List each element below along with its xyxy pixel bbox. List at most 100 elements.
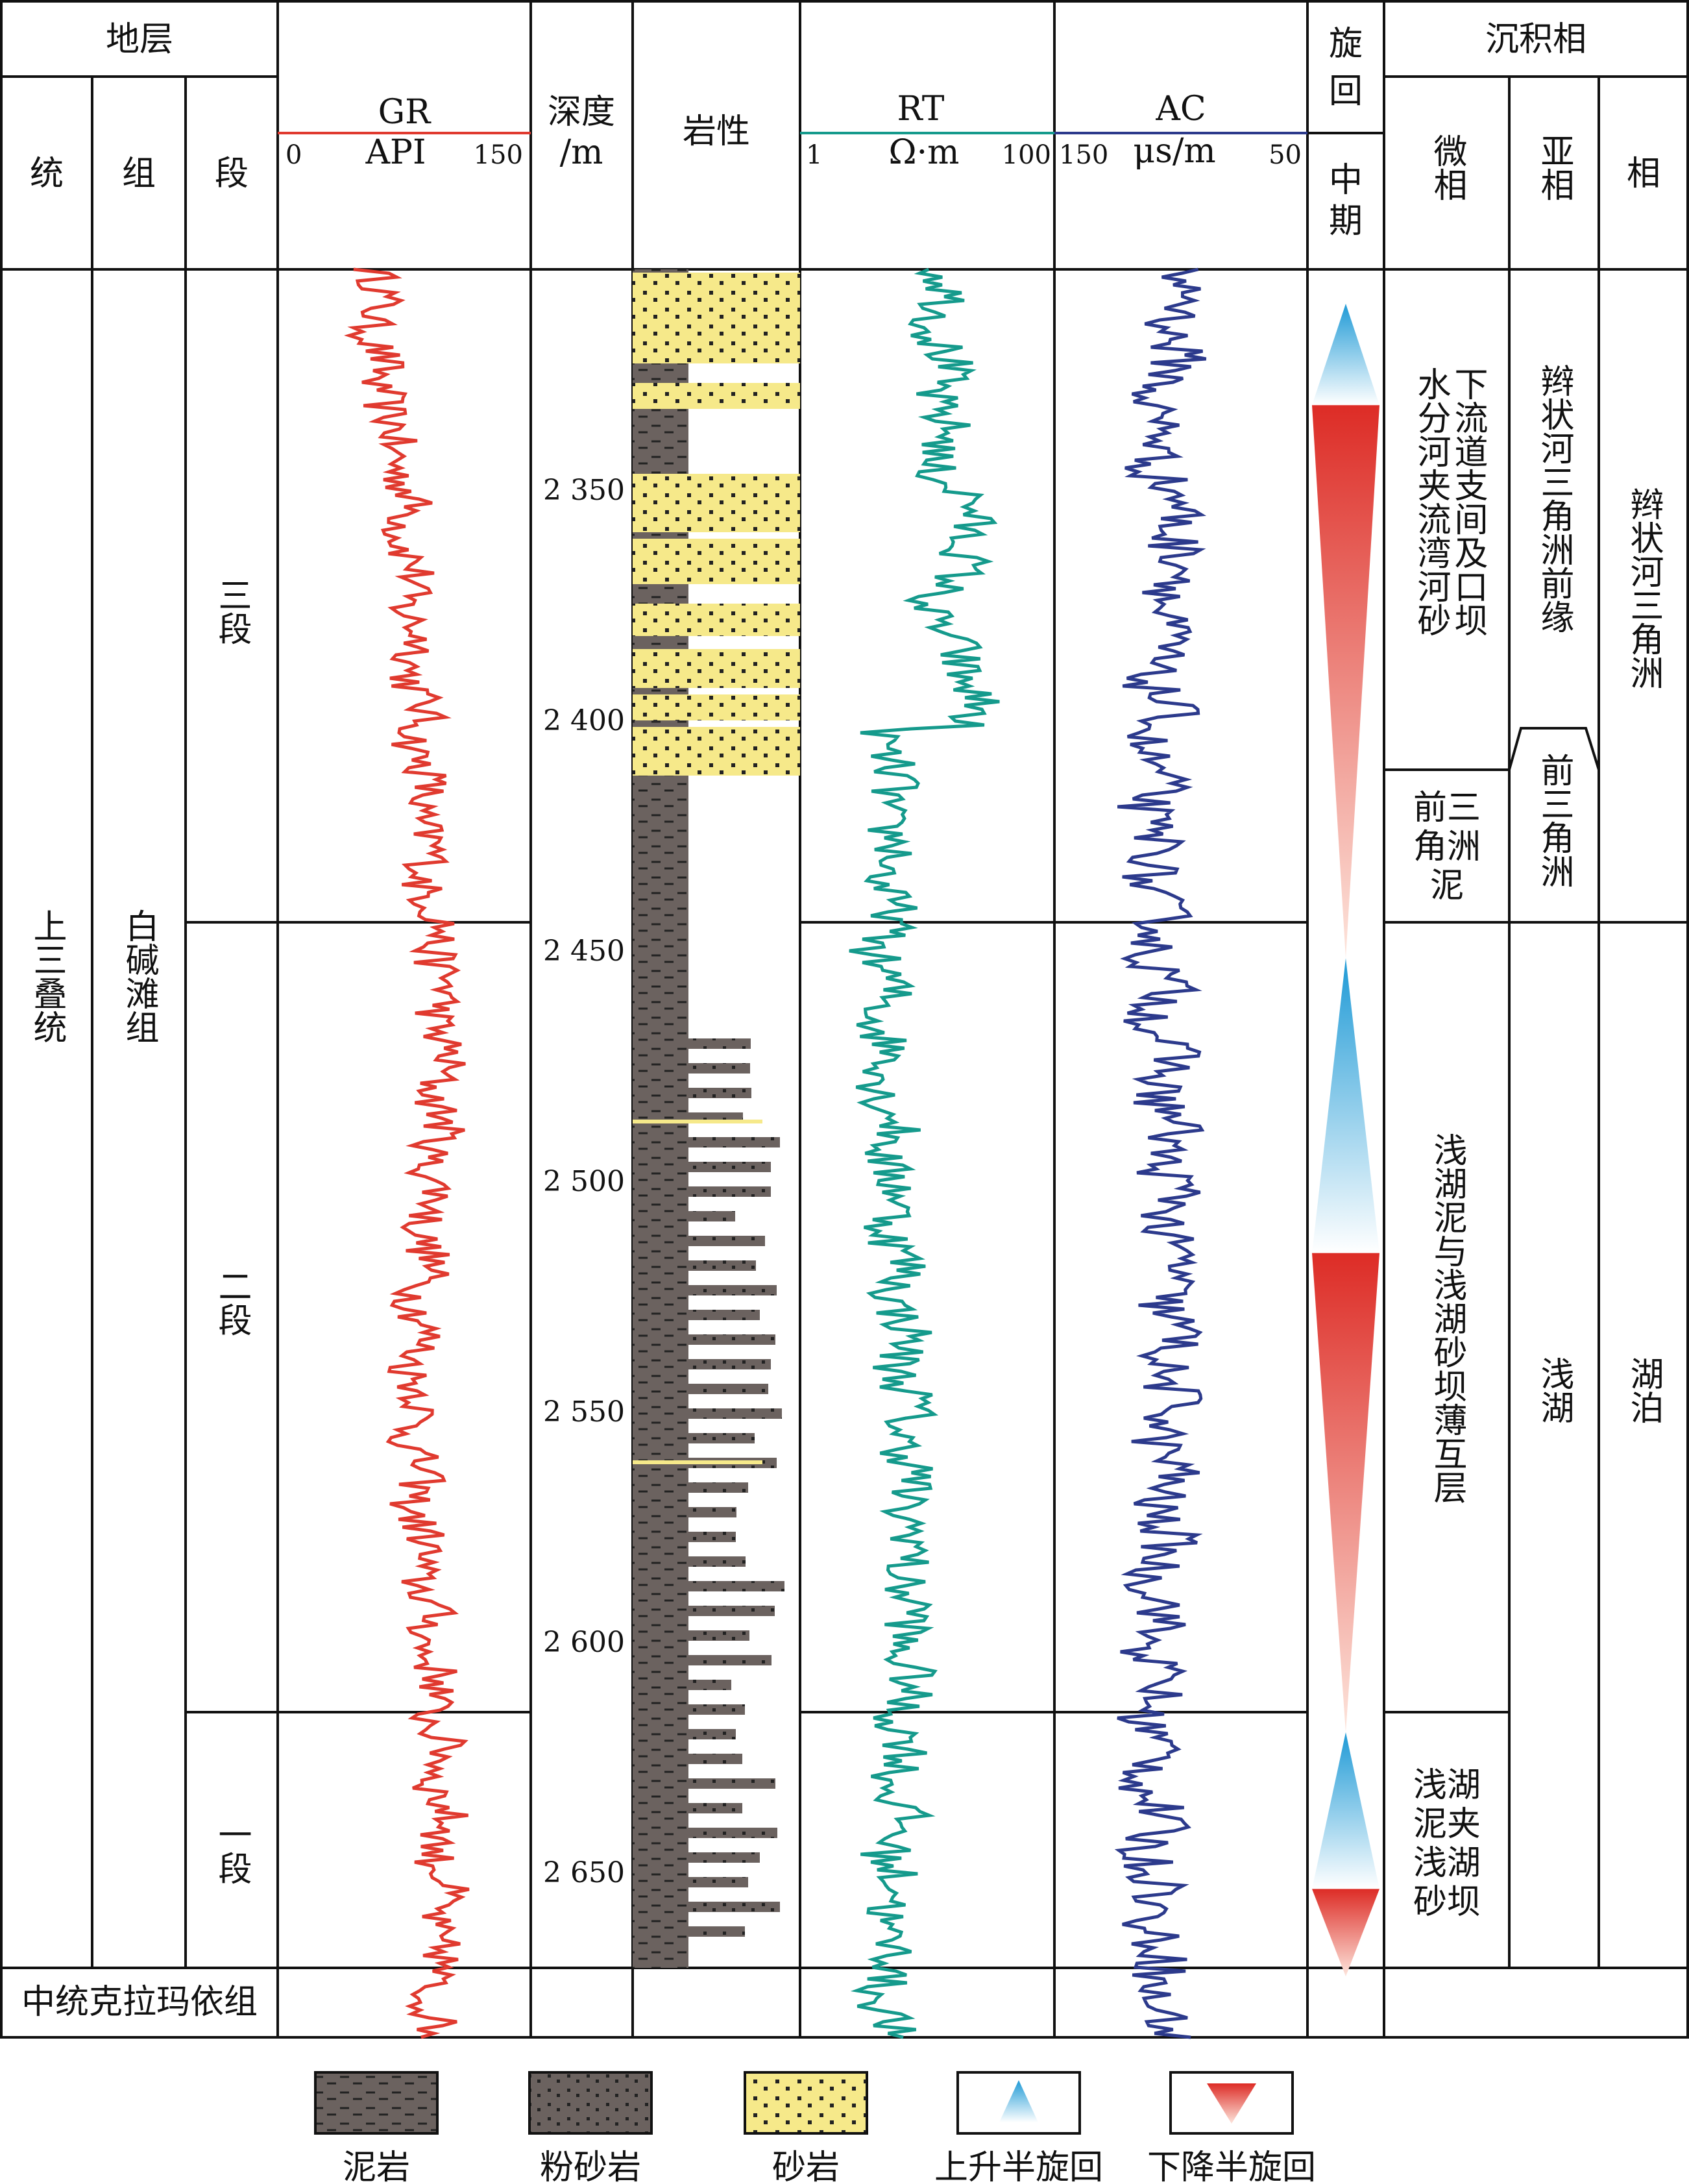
header-lithology: 岩性	[683, 112, 750, 151]
header-microfacies: 微相	[1428, 134, 1467, 201]
legend-sandstone-swatch	[744, 2071, 868, 2135]
micro-upper-col2: 下流道支间及口坝	[1448, 367, 1487, 637]
rising-cycle-triangle	[1312, 958, 1379, 1253]
ac-min: 150	[1059, 140, 1108, 170]
lithology-bed	[688, 1630, 749, 1641]
member-3-label: 三段	[212, 578, 251, 645]
sub-lower-label: 浅湖	[1535, 1356, 1574, 1424]
sub-upper-label: 辫状河三角洲前缘	[1535, 363, 1574, 633]
micro-lower-line: 泥夹	[1413, 1805, 1481, 1844]
lithology-bed	[633, 604, 800, 636]
lithology-bed	[688, 1680, 731, 1690]
lithology-bed	[688, 1507, 736, 1517]
member-1-label: 一段	[212, 1817, 251, 1885]
lithology-bed	[633, 539, 800, 584]
lithology-bed	[688, 1803, 742, 1813]
lithology-bed	[633, 383, 800, 409]
rt-max: 100	[1002, 140, 1051, 170]
header-mid-l2: 期	[1329, 202, 1363, 241]
header-series: 统	[30, 154, 64, 193]
legend-rising-label: 上升半旋回	[934, 2148, 1103, 2184]
header-facies-col: 相	[1627, 154, 1660, 193]
rt-min: 1	[806, 140, 822, 170]
facies-lower-label: 湖泊	[1624, 1356, 1663, 1424]
legend: 泥岩 粉砂岩 砂岩 上升半旋回 下降半旋回	[314, 2071, 1316, 2184]
lithology-bed	[688, 1704, 745, 1715]
lithology-bed	[688, 1532, 736, 1542]
lithology-bed	[688, 1334, 775, 1345]
lithology-bed	[688, 1211, 735, 1221]
header-cycle-l2: 回	[1329, 72, 1363, 111]
lithology-bed	[633, 1460, 762, 1464]
lithology-bed	[688, 1902, 780, 1912]
legend-mudstone-swatch	[314, 2071, 439, 2135]
ac-curve	[1114, 267, 1207, 2039]
depth-tick: 2 500	[543, 1165, 625, 1198]
gr-curve	[344, 267, 470, 2039]
depth-axis: 2 350 2 400 2 450 2 500 2 550 2 600 2 65…	[543, 474, 625, 1889]
member-2-label: 二段	[212, 1269, 251, 1336]
header-cycle-l1: 旋	[1329, 25, 1363, 64]
gr-unit: API	[365, 133, 426, 172]
microfacies-upper: 水分河夹流湾河砂 下流道支间及口坝	[1411, 367, 1487, 637]
lithology-bed	[633, 727, 800, 776]
lithology-bed	[688, 1310, 760, 1320]
series-label: 上三叠统	[27, 909, 66, 1044]
lithology-bed	[688, 1556, 746, 1567]
micro-upper-col1: 水分河夹流湾河砂	[1411, 367, 1450, 637]
lithology-bed	[633, 474, 800, 532]
lithology-bed	[633, 694, 800, 720]
falling-cycle-triangle	[1312, 1253, 1379, 1732]
gr-min: 0	[286, 140, 302, 170]
lithology-bed	[633, 273, 800, 363]
header-mid-l1: 中	[1329, 161, 1363, 200]
lithology-bed	[688, 1729, 736, 1739]
lithology-bed	[688, 1038, 751, 1049]
lithology-bed	[688, 1088, 751, 1098]
lithology-bed	[688, 1186, 771, 1197]
rt-unit: Ω·m	[889, 133, 960, 172]
header-depth-l1: 深度	[548, 93, 615, 132]
micro-prodelta-line: 泥	[1430, 866, 1464, 905]
falling-cycle-triangle	[1312, 405, 1379, 959]
lithology-bed	[688, 1063, 750, 1074]
legend-falling-label: 下降半旋回	[1147, 2148, 1316, 2184]
micro-lower-line: 浅湖	[1413, 1844, 1481, 1883]
cycle-column	[1312, 304, 1379, 1977]
header-facies: 沉积相	[1485, 20, 1586, 59]
rising-triangle-icon	[999, 2080, 1038, 2122]
depth-tick: 2 600	[543, 1626, 625, 1659]
ac-max: 50	[1269, 140, 1302, 170]
sub-prodelta-label: 前三角洲	[1535, 753, 1574, 888]
falling-cycle-triangle	[1312, 1889, 1379, 1977]
lithology-bed	[688, 1778, 775, 1789]
legend-siltstone-label: 粉砂岩	[540, 2148, 641, 2184]
microfacies-prodelta: 前三 角洲 泥	[1413, 789, 1481, 905]
rising-cycle-triangle	[1312, 304, 1379, 406]
lithology-column	[633, 269, 800, 1968]
bottom-unit-label: 中统克拉玛依组	[21, 1983, 258, 2022]
ac-name: AC	[1155, 90, 1206, 129]
lithology-bed	[688, 1482, 748, 1493]
header-depth-l2: /m	[560, 133, 603, 172]
lithology-bed	[688, 1877, 748, 1887]
legend-mudstone-label: 泥岩	[343, 2148, 410, 2184]
lithology-bed	[688, 1606, 775, 1616]
header-member: 段	[215, 154, 249, 193]
table-grid	[0, 0, 1689, 2039]
ac-unit: μs/m	[1133, 132, 1215, 171]
lithology-bed	[688, 1236, 765, 1246]
lithology-bed	[688, 1359, 771, 1369]
micro-prodelta-line: 前三	[1413, 789, 1481, 828]
depth-tick: 2 550	[543, 1395, 625, 1429]
falling-triangle-icon	[1207, 2083, 1256, 2124]
rt-name: RT	[897, 90, 945, 129]
lithology-bed	[688, 1162, 771, 1172]
depth-tick: 2 450	[543, 935, 625, 968]
lithology-bed	[688, 1852, 760, 1863]
prodelta-boundary-marker	[1508, 727, 1600, 770]
header-formation: 组	[122, 154, 156, 193]
micro-middle-label: 浅湖泥与浅湖砂坝薄互层	[1428, 1133, 1466, 1504]
lithology-bed	[688, 1260, 756, 1271]
